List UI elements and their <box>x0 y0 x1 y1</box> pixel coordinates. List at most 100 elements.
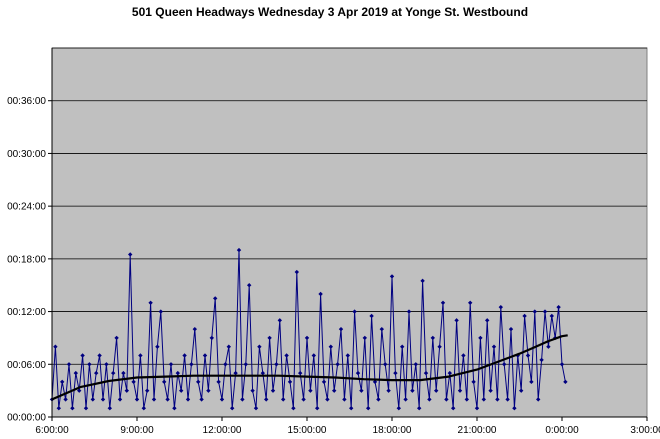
data-point <box>117 397 123 402</box>
data-point <box>440 300 446 305</box>
data-point <box>219 397 225 402</box>
data-point <box>355 370 361 376</box>
data-point <box>495 397 500 402</box>
data-point <box>400 344 405 349</box>
data-point <box>165 397 170 402</box>
data-point <box>151 397 157 402</box>
headway-series-line <box>51 250 566 409</box>
data-point <box>457 388 463 393</box>
data-point <box>396 406 401 411</box>
tick-labels: 6:00:00 9:00:00 12:00:00 15:00:00 18:00:00 21… <box>7 96 660 436</box>
data-point <box>488 388 493 393</box>
data-point <box>321 379 327 385</box>
data-point <box>427 397 432 402</box>
data-point <box>420 278 425 284</box>
x-tick-label: 12:00:00 <box>203 425 242 436</box>
data-point <box>192 326 197 332</box>
data-point <box>243 362 248 367</box>
data-point <box>236 247 242 253</box>
y-tick-label: 00:24:00 <box>7 202 46 213</box>
data-point <box>73 370 78 376</box>
data-point <box>202 353 208 358</box>
data-point <box>107 406 112 411</box>
data-point <box>491 344 497 349</box>
trend-line <box>51 334 568 401</box>
data-point <box>542 309 548 314</box>
data-point <box>134 397 140 402</box>
data-point <box>505 397 510 402</box>
data-point <box>474 406 480 411</box>
data-point <box>257 344 262 349</box>
data-point <box>376 397 381 402</box>
data-point <box>168 362 174 367</box>
x-tick-label: 0:00:00 <box>545 425 579 436</box>
data-point <box>332 388 337 393</box>
data-point <box>349 406 354 411</box>
data-point <box>253 406 259 411</box>
data-point <box>471 379 476 385</box>
data-point <box>468 300 473 305</box>
data-point <box>104 362 109 367</box>
y-tick-label: 00:00:00 <box>7 413 46 424</box>
data-point <box>213 296 218 301</box>
data-point <box>366 406 371 411</box>
data-point <box>529 379 534 385</box>
x-tick-label: 9:00:00 <box>120 425 154 436</box>
data-point <box>512 406 517 411</box>
data-point <box>423 370 429 376</box>
data-point <box>267 335 272 341</box>
data-point <box>100 397 106 402</box>
data-point <box>345 353 350 358</box>
data-point <box>179 388 184 393</box>
data-point <box>287 379 293 385</box>
data-point <box>454 318 459 323</box>
data-point <box>389 274 395 279</box>
data-point <box>277 318 282 323</box>
data-point <box>114 335 119 341</box>
data-point <box>335 362 340 367</box>
data-point <box>342 397 347 402</box>
x-tick-label: 18:00:00 <box>373 425 412 436</box>
data-point <box>175 370 180 376</box>
data-point <box>270 388 276 393</box>
x-tick-label: 6:00:00 <box>35 425 69 436</box>
data-point <box>77 388 82 393</box>
data-point <box>145 388 150 393</box>
data-point <box>294 269 299 275</box>
data-point <box>437 344 442 349</box>
data-point <box>519 388 524 393</box>
x-tick-label: 15:00:00 <box>288 425 327 436</box>
data-point <box>451 406 456 411</box>
data-point <box>532 309 537 314</box>
data-point <box>406 309 412 314</box>
data-point <box>87 362 92 367</box>
data-point <box>233 370 238 376</box>
data-point <box>352 309 357 314</box>
data-point <box>434 388 439 393</box>
data-point <box>410 388 415 393</box>
data-point <box>485 318 490 323</box>
data-point <box>522 313 527 319</box>
data-point <box>498 304 503 310</box>
series-layer <box>49 247 568 411</box>
y-tick-label: 00:36:00 <box>7 96 46 107</box>
data-point <box>281 397 286 402</box>
data-point <box>372 379 378 385</box>
data-point <box>121 370 126 376</box>
data-point <box>189 362 194 367</box>
data-point <box>131 379 136 385</box>
data-point <box>111 370 116 376</box>
data-point <box>53 344 58 349</box>
data-point <box>260 370 265 376</box>
data-point <box>155 344 160 349</box>
data-point <box>539 357 544 363</box>
data-point <box>138 353 143 358</box>
data-point <box>94 370 99 376</box>
data-point <box>328 344 333 349</box>
data-point <box>247 283 252 288</box>
data-point <box>209 335 214 341</box>
data-point <box>216 379 221 385</box>
data-point <box>298 370 303 376</box>
data-point <box>359 388 364 393</box>
data-point <box>182 353 187 358</box>
